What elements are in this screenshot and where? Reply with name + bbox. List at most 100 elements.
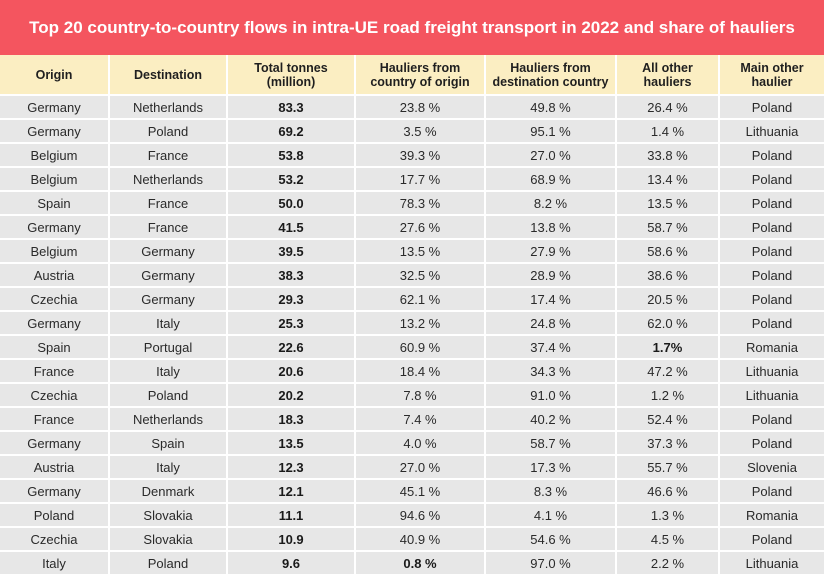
destination-cell: Netherlands [110, 96, 228, 120]
origin-cell: Germany [0, 432, 110, 456]
origin-cell: Poland [0, 504, 110, 528]
table-row: Spain France 50.0 78.3 % 8.2 % 13.5 % Poland [0, 192, 824, 216]
destination-cell: Slovakia [110, 528, 228, 552]
total-tonnes-cell: 83.3 [228, 96, 356, 120]
table-row: Germany Spain 13.5 4.0 % 58.7 % 37.3 % Poland [0, 432, 824, 456]
destination-cell: Netherlands [110, 168, 228, 192]
other-hauliers-cell: 62.0 % [617, 312, 720, 336]
hauliers-destination-cell: 27.9 % [486, 240, 617, 264]
total-tonnes-cell: 53.2 [228, 168, 356, 192]
hauliers-destination-cell: 34.3 % [486, 360, 617, 384]
destination-cell: Poland [110, 120, 228, 144]
destination-cell: Poland [110, 384, 228, 408]
table-row: Belgium Germany 39.5 13.5 % 27.9 % 58.6 % Pola… [0, 240, 824, 264]
total-tonnes-cell: 10.9 [228, 528, 356, 552]
hauliers-origin-cell: 78.3 % [356, 192, 486, 216]
hauliers-origin-cell: 7.8 % [356, 384, 486, 408]
hauliers-destination-cell: 27.0 % [486, 144, 617, 168]
hauliers-destination-cell: 4.1 % [486, 504, 617, 528]
table-row: Czechia Poland 20.2 7.8 % 91.0 % 1.2 % Lithuan… [0, 384, 824, 408]
destination-cell: Italy [110, 312, 228, 336]
total-tonnes-cell: 11.1 [228, 504, 356, 528]
table-row: Germany Poland 69.2 3.5 % 95.1 % 1.4 % Lithuan… [0, 120, 824, 144]
total-tonnes-cell: 29.3 [228, 288, 356, 312]
hauliers-origin-cell: 18.4 % [356, 360, 486, 384]
origin-cell: Czechia [0, 288, 110, 312]
main-other-haulier-cell: Poland [720, 96, 824, 120]
main-other-haulier-cell: Poland [720, 216, 824, 240]
hauliers-destination-cell: 17.3 % [486, 456, 617, 480]
main-other-haulier-cell: Lithuania [720, 360, 824, 384]
header-total-tonnes: Total tonnes (million) [228, 55, 356, 96]
destination-cell: Italy [110, 360, 228, 384]
other-hauliers-cell: 1.4 % [617, 120, 720, 144]
main-other-haulier-cell: Poland [720, 288, 824, 312]
other-hauliers-cell: 13.4 % [617, 168, 720, 192]
table-body: Germany Netherlands 83.3 23.8 % 49.8 % 26.4 %… [0, 96, 824, 576]
destination-cell: France [110, 192, 228, 216]
destination-cell: Italy [110, 456, 228, 480]
hauliers-destination-cell: 49.8 % [486, 96, 617, 120]
origin-cell: France [0, 408, 110, 432]
table-row: Poland Slovakia 11.1 94.6 % 4.1 % 1.3 % Romani… [0, 504, 824, 528]
table-row: Austria Italy 12.3 27.0 % 17.3 % 55.7 % Sloven… [0, 456, 824, 480]
main-other-haulier-cell: Lithuania [720, 120, 824, 144]
total-tonnes-cell: 50.0 [228, 192, 356, 216]
hauliers-origin-cell: 23.8 % [356, 96, 486, 120]
other-hauliers-cell: 58.7 % [617, 216, 720, 240]
table-row: Germany Italy 25.3 13.2 % 24.8 % 62.0 % Poland [0, 312, 824, 336]
main-other-haulier-cell: Poland [720, 528, 824, 552]
other-hauliers-cell: 58.6 % [617, 240, 720, 264]
hauliers-origin-cell: 13.5 % [356, 240, 486, 264]
header-main-other-haulier: Main other haulier [720, 55, 824, 96]
main-other-haulier-cell: Poland [720, 312, 824, 336]
table-row: Spain Portugal 22.6 60.9 % 37.4 % 1.7% Romania [0, 336, 824, 360]
header-origin: Origin [0, 55, 110, 96]
destination-cell: Germany [110, 288, 228, 312]
destination-cell: Portugal [110, 336, 228, 360]
main-other-haulier-cell: Romania [720, 504, 824, 528]
main-other-haulier-cell: Poland [720, 408, 824, 432]
hauliers-destination-cell: 58.7 % [486, 432, 617, 456]
main-other-haulier-cell: Romania [720, 336, 824, 360]
hauliers-origin-cell: 60.9 % [356, 336, 486, 360]
hauliers-destination-cell: 8.2 % [486, 192, 617, 216]
origin-cell: Spain [0, 336, 110, 360]
hauliers-destination-cell: 97.0 % [486, 552, 617, 576]
hauliers-destination-cell: 40.2 % [486, 408, 617, 432]
origin-cell: Czechia [0, 384, 110, 408]
header-hauliers-origin: Hauliers from country of origin [356, 55, 486, 96]
origin-cell: Germany [0, 96, 110, 120]
other-hauliers-cell: 26.4 % [617, 96, 720, 120]
total-tonnes-cell: 22.6 [228, 336, 356, 360]
destination-cell: Netherlands [110, 408, 228, 432]
origin-cell: Germany [0, 120, 110, 144]
destination-cell: France [110, 216, 228, 240]
hauliers-destination-cell: 8.3 % [486, 480, 617, 504]
destination-cell: France [110, 144, 228, 168]
other-hauliers-cell: 20.5 % [617, 288, 720, 312]
main-other-haulier-cell: Slovenia [720, 456, 824, 480]
origin-cell: Czechia [0, 528, 110, 552]
origin-cell: Austria [0, 264, 110, 288]
destination-cell: Germany [110, 264, 228, 288]
other-hauliers-cell: 13.5 % [617, 192, 720, 216]
hauliers-origin-cell: 7.4 % [356, 408, 486, 432]
destination-cell: Slovakia [110, 504, 228, 528]
total-tonnes-cell: 9.6 [228, 552, 356, 576]
destination-cell: Denmark [110, 480, 228, 504]
table-header-row: Origin Destination Total tonnes (million… [0, 55, 824, 96]
other-hauliers-cell: 1.3 % [617, 504, 720, 528]
origin-cell: Belgium [0, 168, 110, 192]
hauliers-origin-cell: 62.1 % [356, 288, 486, 312]
hauliers-origin-cell: 17.7 % [356, 168, 486, 192]
origin-cell: Italy [0, 552, 110, 576]
hauliers-origin-cell: 27.0 % [356, 456, 486, 480]
origin-cell: Germany [0, 312, 110, 336]
table-row: Austria Germany 38.3 32.5 % 28.9 % 38.6 % Pola… [0, 264, 824, 288]
main-other-haulier-cell: Lithuania [720, 552, 824, 576]
table-row: Germany Netherlands 83.3 23.8 % 49.8 % 26.4 %… [0, 96, 824, 120]
main-other-haulier-cell: Poland [720, 144, 824, 168]
other-hauliers-cell: 4.5 % [617, 528, 720, 552]
other-hauliers-cell: 37.3 % [617, 432, 720, 456]
